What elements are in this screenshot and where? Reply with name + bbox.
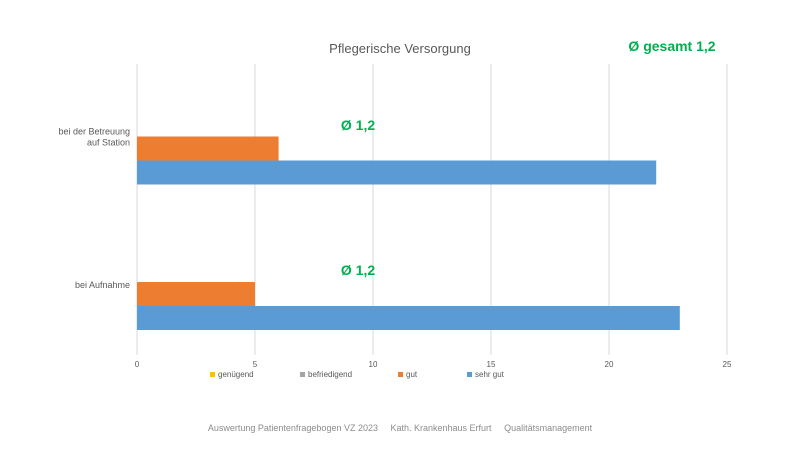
x-tick-label: 25 [723, 360, 732, 369]
footer-hospital: Kath. Krankenhaus Erfurt [390, 423, 492, 433]
bar-sehr-gut [137, 160, 657, 185]
y-category-label: auf Station [87, 138, 130, 148]
legend-item: befriedigend [300, 370, 352, 379]
legend-swatch [467, 372, 472, 377]
legend-item: sehr gut [467, 370, 504, 379]
y-category-label: bei Aufnahme [75, 280, 130, 290]
slide-footer: Auswertung Patientenfragebogen VZ 2023 K… [0, 423, 800, 433]
legend-swatch [300, 372, 305, 377]
legend-label: befriedigend [308, 370, 353, 379]
footer-department: Qualitätsmanagement [504, 423, 593, 433]
chart-title: Pflegerische Versorgung [329, 41, 471, 56]
x-tick-label: 10 [369, 360, 378, 369]
bar-gut [137, 282, 255, 306]
x-tick-label: 0 [135, 360, 140, 369]
legend-label: genügend [218, 370, 254, 379]
bar-gut [137, 136, 279, 161]
category-average-annotation: Ø 1,2 [340, 117, 376, 133]
bar-sehr-gut [137, 306, 680, 330]
y-category-label: bei der Betreuung [58, 127, 130, 137]
legend-item: genügend [210, 370, 254, 379]
overall-average-label: Ø gesamt 1,2 [628, 38, 716, 54]
legend-label: gut [406, 370, 418, 379]
legend-item: gut [398, 370, 417, 379]
legend-swatch [210, 372, 215, 377]
x-tick-label: 15 [487, 360, 496, 369]
footer-survey: Auswertung Patientenfragebogen VZ 2023 [207, 423, 378, 433]
x-tick-label: 5 [253, 360, 258, 369]
category-average-annotation: Ø 1,2 [340, 262, 376, 278]
legend-label: sehr gut [475, 370, 504, 379]
x-tick-label: 20 [605, 360, 614, 369]
chart-legend: genügend befriedigend gut sehr gut [0, 370, 800, 382]
legend-swatch [398, 372, 403, 377]
